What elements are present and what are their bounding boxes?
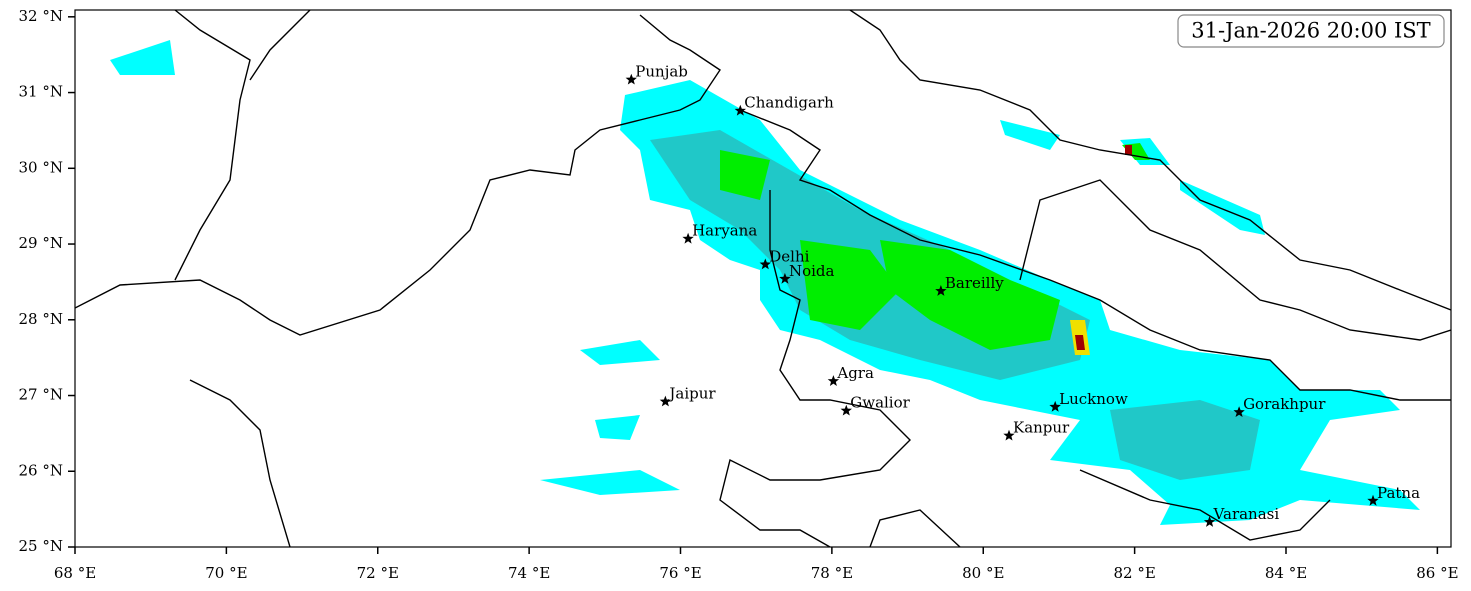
city-marker xyxy=(1367,494,1379,506)
city-label: Patna xyxy=(1377,484,1420,502)
x-tick-label: 68 °E xyxy=(54,564,96,582)
city-marker xyxy=(935,285,947,296)
city-marker xyxy=(625,73,637,85)
x-tick-label: 84 °E xyxy=(1265,564,1307,582)
y-tick-label: 29 °N xyxy=(19,234,63,252)
y-tick-label: 30 °N xyxy=(19,158,63,176)
y-tick-label: 31 °N xyxy=(19,83,63,101)
city-label: Noida xyxy=(789,262,835,280)
x-tick-label: 74 °E xyxy=(508,564,550,582)
city-label: Varanasi xyxy=(1213,505,1280,523)
city-label: Punjab xyxy=(635,63,688,81)
y-tick-label: 27 °N xyxy=(19,386,63,404)
city-label: Kanpur xyxy=(1013,419,1070,437)
y-tick-label: 26 °N xyxy=(19,461,63,479)
map-title: 31-Jan-2026 20:00 IST xyxy=(1191,19,1430,43)
city-marker xyxy=(682,232,694,244)
city-marker xyxy=(734,104,746,116)
title-box xyxy=(1177,14,1445,48)
city-label: Gorakhpur xyxy=(1243,395,1326,413)
city-marker xyxy=(1049,400,1061,412)
y-tick-label: 32 °N xyxy=(19,7,63,25)
x-tick-label: 82 °E xyxy=(1113,564,1155,582)
city-label: Bareilly xyxy=(945,274,1004,292)
x-tick-label: 80 °E xyxy=(962,564,1004,582)
city-label: Lucknow xyxy=(1059,390,1128,408)
city-marker xyxy=(840,404,852,416)
precipitation-field xyxy=(110,40,1420,525)
city-label: Agra xyxy=(836,364,874,382)
city-label: Gwalior xyxy=(850,394,910,412)
x-tick-label: 76 °E xyxy=(659,564,701,582)
city-marker xyxy=(1203,516,1216,527)
city-label: Chandigarh xyxy=(744,94,834,112)
city-marker xyxy=(1233,406,1245,417)
city-marker xyxy=(779,272,791,284)
city-marker xyxy=(659,395,672,407)
city-label: Jaipur xyxy=(667,385,716,403)
city-label: Haryana xyxy=(692,222,757,240)
plot-frame xyxy=(74,9,1452,548)
x-tick-label: 72 °E xyxy=(357,564,399,582)
x-tick-label: 78 °E xyxy=(811,564,853,582)
y-tick-label: 28 °N xyxy=(19,310,63,328)
x-tick-label: 86 °E xyxy=(1416,564,1458,582)
city-marker xyxy=(827,375,840,386)
city-marker xyxy=(759,258,771,270)
city-label: Delhi xyxy=(769,247,809,265)
boundaries xyxy=(75,10,1451,547)
city-marker xyxy=(1003,429,1015,441)
x-tick-label: 70 °E xyxy=(205,564,247,582)
y-tick-label: 25 °N xyxy=(19,537,63,555)
